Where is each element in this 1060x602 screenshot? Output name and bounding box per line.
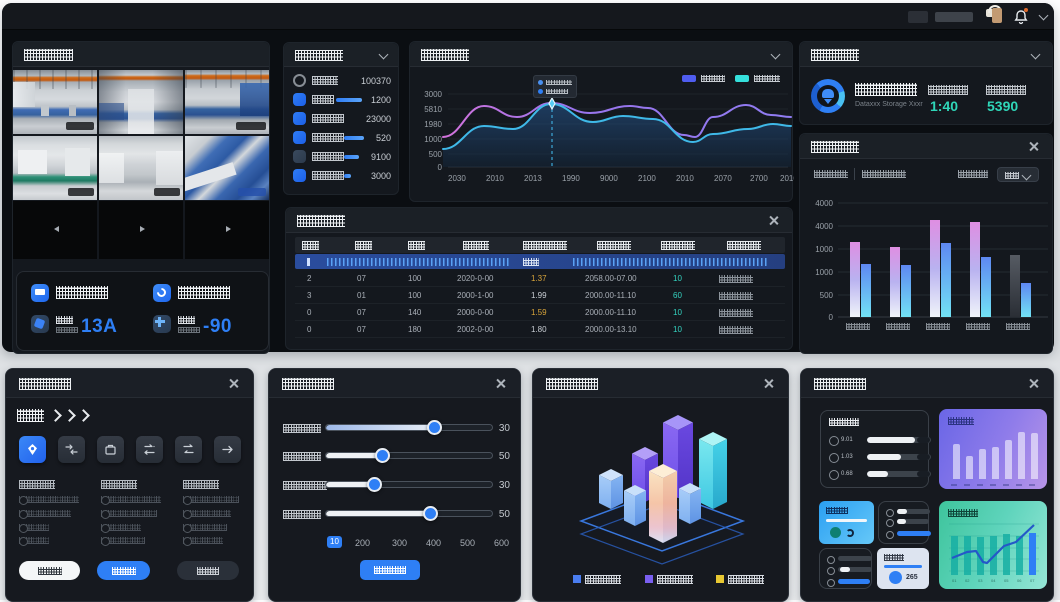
svg-text:2010: 2010 <box>676 174 694 183</box>
svg-text:07: 07 <box>1030 578 1035 583</box>
svg-text:1000: 1000 <box>815 268 833 277</box>
svg-text:4000: 4000 <box>815 199 833 208</box>
svg-text:1980: 1980 <box>424 120 442 129</box>
svg-text:0: 0 <box>829 313 834 322</box>
svg-text:500: 500 <box>820 291 834 300</box>
svg-text:0: 0 <box>438 163 443 172</box>
svg-text:04: 04 <box>991 578 996 583</box>
svg-text:1000: 1000 <box>815 245 833 254</box>
svg-text:2100: 2100 <box>638 174 656 183</box>
svg-text:05: 05 <box>1004 578 1009 583</box>
svg-text:2010: 2010 <box>780 174 794 183</box>
svg-text:2013: 2013 <box>524 174 542 183</box>
svg-text:2030: 2030 <box>448 174 466 183</box>
svg-text:2010: 2010 <box>486 174 504 183</box>
svg-text:03: 03 <box>978 578 983 583</box>
svg-text:5810: 5810 <box>424 105 442 114</box>
svg-text:1990: 1990 <box>562 174 580 183</box>
svg-text:06: 06 <box>1017 578 1022 583</box>
svg-text:2700: 2700 <box>750 174 768 183</box>
svg-text:4000: 4000 <box>815 222 833 231</box>
svg-text:500: 500 <box>429 150 443 159</box>
svg-text:01: 01 <box>952 578 957 583</box>
svg-text:9000: 9000 <box>600 174 618 183</box>
svg-text:1000: 1000 <box>424 135 442 144</box>
svg-text:3000: 3000 <box>424 90 442 99</box>
svg-text:02: 02 <box>965 578 970 583</box>
svg-text:2070: 2070 <box>714 174 732 183</box>
